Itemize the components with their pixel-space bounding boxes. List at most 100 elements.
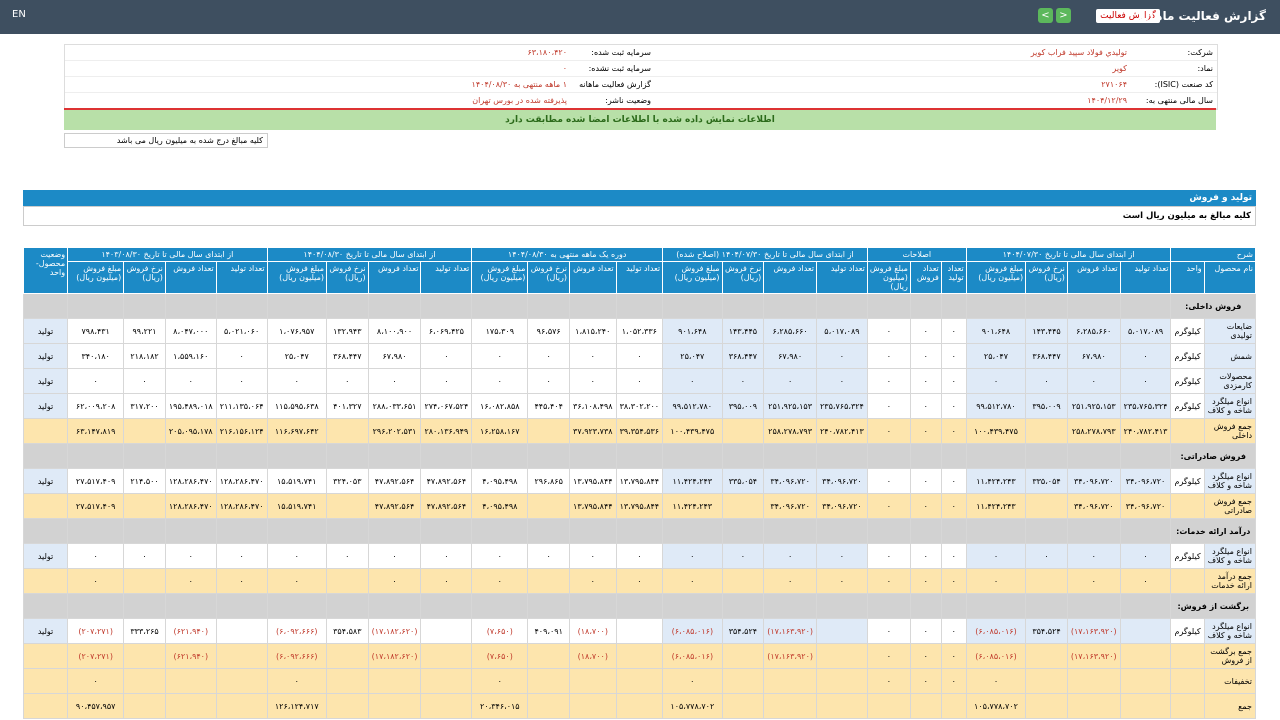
next[interactable]: > [1056,8,1071,23]
cell [816,693,868,719]
cell: ۰ [164,543,217,569]
cell [1066,693,1121,719]
cell: ۰ [325,368,369,394]
cell: ۲۵۸،۲۷۸،۷۹۳ [1066,418,1121,444]
cell [215,593,268,619]
cell: ۰ [940,343,967,369]
cell: ۱۰۰،۴۳۹،۴۷۵ [662,418,723,444]
cell: ۲۳۵،۷۶۵،۳۲۴ [816,393,868,419]
cell [527,668,571,694]
cell: ۱۶،۰۸۲،۸۵۸ [471,393,529,419]
cell: ۰ [909,668,942,694]
cell: ۰ [471,543,529,569]
cell: (۱۷،۱۶۳،۹۲۰) [1066,618,1121,644]
info-label: وضعیت ناشر: [605,96,651,105]
cell: ۳۷،۹۲۳،۷۳۸ [569,418,617,444]
cell [763,668,817,694]
cell [816,643,868,669]
language[interactable]: EN [12,9,26,20]
cell [940,693,967,719]
cell: ۱۰۵،۷۷۸،۷۰۲ [662,693,723,719]
cell: ۲۵،۰۴۷ [662,343,723,369]
cell [22,568,69,594]
cell [123,668,166,694]
cell: ضایعات تولیدی [1203,318,1257,344]
cell: ۰ [940,418,967,444]
cell [367,293,422,319]
cell: ۳۵۴،۵۸۳ [325,618,369,644]
cell: (۶۲۱،۹۴۰) [164,643,217,669]
cell: ۰ [1119,368,1172,394]
cell: ۰ [367,568,422,594]
cell [866,293,911,319]
cell: ۶۷،۹۸۰ [367,343,422,369]
column-header: تعداد تولید [215,261,268,294]
cell [721,493,765,519]
cell: ۰ [909,468,942,494]
cell: ۱۱۶،۶۹۷،۶۴۲ [266,418,327,444]
column-header: تعداد فروش [164,261,217,294]
dropdown[interactable]: گزارش فعالیت [1096,9,1160,23]
section-row: برگشت از فروش: [22,593,1256,619]
cell [527,443,571,469]
cell: ۳۳۵،۰۵۴ [721,468,765,494]
cell: ۰ [471,668,529,694]
cell: ۰ [909,568,942,594]
cell [527,568,571,594]
section-row: فروش داخلی: [22,293,1256,319]
cell: ۰ [909,618,942,644]
cell [940,518,967,544]
cell: ۲۸۸،۰۳۳،۶۵۱ [367,393,422,419]
table: شرح از ابتدای سال مالی تا تاریخ ۱۴۰۴/۰۷/۳… [22,247,1257,719]
cell [940,293,967,319]
cell: ۴،۰۹۵،۴۹۸ [471,468,529,494]
cell: ۰ [527,543,571,569]
cell: ۰ [909,543,942,569]
group-header: اصلاحات [866,247,967,262]
cell: ۲۸۰،۱۳۶،۹۴۹ [420,418,473,444]
cell [471,593,529,619]
cell: ۰ [909,493,942,519]
column-header: تعداد تولید [1119,261,1172,294]
cell [615,668,664,694]
cell: ۶۲،۰۰۹،۲۰۸ [67,393,125,419]
cell: ۰ [67,368,125,394]
cell [266,443,327,469]
cell: ۴۷،۸۹۲،۵۶۴ [367,493,422,519]
cell [763,518,817,544]
cell [215,443,268,469]
cell: (۱۷،۱۶۳،۹۲۰) [763,618,817,644]
cell [164,693,217,719]
cell: محصولات کارمزدی [1203,368,1257,394]
cell [1119,443,1172,469]
cell [1066,293,1121,319]
cell: (۶،۰۹۲،۶۶۶) [266,643,327,669]
cell [866,593,911,619]
cell: ۳۴۰،۱۸۰ [67,343,125,369]
total-row: جمع ۱۰۵،۷۷۸،۷۰۲ ۱۰۵،۷۷۸،۷۰۲ ۲۰،۳۴۶،۰۱۵ ۱۲۶،۱… [22,693,1257,719]
cell: کیلوگرم [1170,618,1205,644]
section-label: درآمد ارائه خدمات: [1170,518,1256,544]
cell: ۰ [367,368,422,394]
cell: ۰ [866,343,911,369]
section-label: فروش داخلی: [1170,293,1256,319]
prev[interactable]: < [1038,8,1053,23]
cell: ۱۰۵،۷۷۸،۷۰۲ [965,693,1027,719]
cell [615,693,664,719]
column-header: نرخ فروش (ریال) [1025,261,1068,294]
cell: ۳۳۳،۲۶۵ [123,618,166,644]
group-header: از ابتدای سال مالی تا تاریخ ۱۴۰۴/۰۷/۳۰ (… [662,247,868,262]
cell: ۳۲۴،۰۵۳ [325,468,369,494]
title: گزارش فعالیت ماهانه [1137,9,1266,23]
cell: ۰ [615,568,664,594]
cell [527,418,571,444]
cell: ۰ [615,368,664,394]
section-row: درآمد ارائه خدمات: [22,518,1256,544]
cell: ۲۷،۵۱۷،۴۰۹ [67,468,125,494]
cell: ۰ [615,343,664,369]
cell [721,643,765,669]
cell [1119,643,1172,669]
cell [527,693,571,719]
cell: (۷،۶۵۰) [471,643,529,669]
cell: ۶۷،۹۸۰ [1066,343,1121,369]
